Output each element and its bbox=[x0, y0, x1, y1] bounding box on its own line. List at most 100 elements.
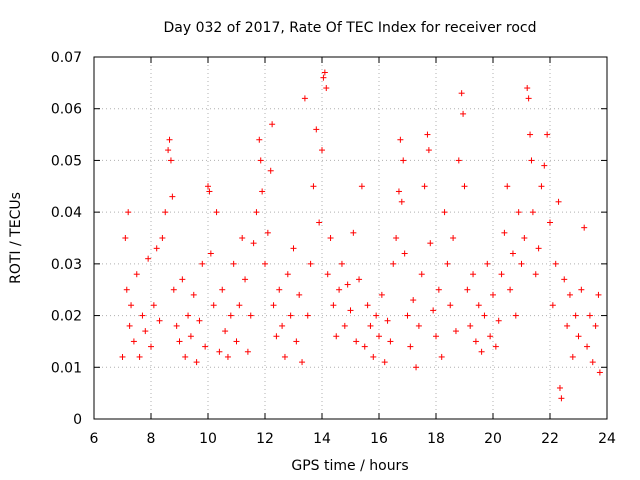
data-point bbox=[581, 224, 588, 231]
data-point bbox=[450, 235, 457, 241]
data-point bbox=[310, 183, 317, 190]
data-point bbox=[222, 328, 229, 335]
data-point bbox=[512, 312, 519, 319]
data-point bbox=[487, 333, 494, 340]
data-point bbox=[407, 343, 414, 350]
data-point bbox=[330, 302, 337, 309]
data-point bbox=[461, 183, 468, 190]
data-point bbox=[458, 90, 465, 97]
data-point bbox=[492, 343, 499, 350]
data-point bbox=[256, 136, 263, 143]
data-point bbox=[460, 110, 467, 117]
data-point bbox=[304, 312, 311, 319]
data-point bbox=[452, 328, 459, 335]
data-point bbox=[170, 286, 177, 293]
data-point bbox=[301, 95, 308, 102]
data-point bbox=[273, 333, 280, 340]
data-point bbox=[358, 183, 365, 190]
data-point bbox=[257, 157, 264, 164]
data-point bbox=[589, 359, 596, 366]
data-point bbox=[207, 250, 214, 257]
data-point bbox=[566, 291, 573, 298]
data-point bbox=[327, 235, 334, 241]
data-point bbox=[518, 260, 525, 267]
data-point bbox=[262, 260, 268, 267]
x-tick-label: 6 bbox=[90, 431, 99, 447]
data-point bbox=[387, 338, 394, 345]
data-point bbox=[233, 338, 240, 345]
data-point bbox=[501, 229, 508, 236]
data-point bbox=[535, 245, 542, 252]
data-point bbox=[139, 312, 146, 319]
data-point bbox=[398, 198, 405, 205]
data-point bbox=[321, 69, 328, 76]
data-point bbox=[378, 291, 385, 298]
x-tick-label: 14 bbox=[313, 431, 331, 447]
data-point bbox=[236, 302, 243, 309]
data-point bbox=[595, 291, 602, 298]
x-tick-label: 8 bbox=[147, 431, 156, 447]
grid-layer bbox=[94, 57, 607, 419]
data-point bbox=[224, 353, 231, 360]
data-point bbox=[415, 322, 422, 329]
data-point bbox=[472, 338, 479, 345]
data-point bbox=[196, 317, 203, 324]
data-point bbox=[427, 240, 434, 247]
y-tick-label: 0.01 bbox=[51, 360, 82, 376]
x-tick-label: 22 bbox=[541, 431, 559, 447]
data-point bbox=[395, 188, 402, 195]
data-point bbox=[569, 353, 576, 360]
data-point bbox=[128, 302, 135, 309]
data-point bbox=[353, 338, 360, 345]
data-point bbox=[210, 302, 217, 309]
data-point bbox=[532, 271, 539, 278]
data-point bbox=[344, 281, 351, 288]
data-point bbox=[276, 286, 283, 293]
data-point bbox=[564, 322, 571, 329]
data-point bbox=[504, 183, 511, 190]
data-point bbox=[433, 333, 439, 340]
data-point bbox=[549, 302, 556, 309]
data-point bbox=[125, 209, 132, 216]
data-point bbox=[484, 260, 491, 267]
data-point bbox=[467, 322, 474, 329]
data-point bbox=[430, 307, 437, 314]
data-point bbox=[381, 359, 388, 366]
data-point bbox=[481, 312, 488, 319]
data-point bbox=[182, 353, 189, 360]
data-point bbox=[338, 260, 345, 267]
data-point bbox=[176, 338, 183, 345]
data-point bbox=[142, 328, 149, 335]
data-point bbox=[185, 312, 192, 319]
data-point bbox=[253, 209, 260, 216]
data-point bbox=[287, 312, 294, 319]
data-point bbox=[584, 343, 591, 350]
data-point bbox=[173, 322, 180, 329]
data-point bbox=[578, 286, 585, 293]
data-point bbox=[213, 209, 220, 216]
data-point bbox=[421, 183, 428, 190]
data-point bbox=[575, 333, 582, 340]
data-point bbox=[373, 312, 380, 319]
data-point bbox=[521, 235, 528, 241]
data-point bbox=[596, 369, 603, 376]
data-point bbox=[316, 219, 323, 226]
y-tick-label: 0.06 bbox=[51, 102, 82, 118]
x-tick-label: 10 bbox=[199, 431, 217, 447]
chart-title: Day 032 of 2017, Rate Of TEC Index for r… bbox=[164, 20, 537, 36]
data-point bbox=[515, 209, 522, 216]
data-point bbox=[187, 333, 194, 340]
data-point bbox=[206, 188, 213, 195]
data-point bbox=[313, 126, 320, 133]
data-point bbox=[290, 245, 297, 252]
data-point bbox=[552, 260, 559, 267]
points-layer bbox=[119, 69, 603, 402]
x-tick-label: 24 bbox=[598, 431, 616, 447]
data-point bbox=[296, 291, 303, 298]
data-point bbox=[270, 302, 277, 309]
data-point bbox=[162, 209, 169, 216]
data-point bbox=[478, 348, 485, 355]
data-point bbox=[529, 209, 536, 216]
